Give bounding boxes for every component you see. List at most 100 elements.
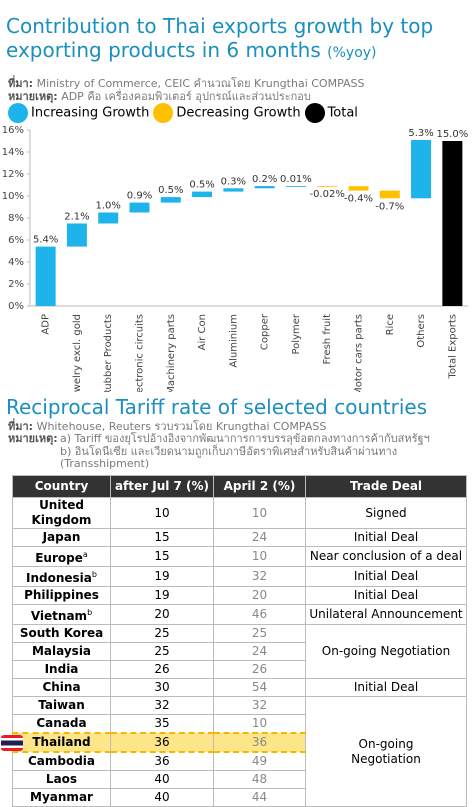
trade-deal: Initial Deal: [305, 566, 467, 587]
country-cell: Canada: [12, 714, 111, 734]
country: Indonesia: [26, 571, 92, 585]
country: Malaysia: [31, 644, 92, 658]
country: Canada: [36, 716, 87, 730]
rate-april: 24: [213, 642, 306, 661]
rate-april: 10: [213, 714, 306, 734]
x-tick-label: Motor cars parts: [354, 314, 365, 392]
country: China: [42, 680, 81, 694]
rate-april: 10: [213, 546, 306, 567]
y-tick-label: 16%: [2, 125, 24, 136]
value-label: 0.3%: [221, 176, 246, 187]
rate-april: 20: [213, 586, 306, 605]
column-header: April 2 (%): [213, 475, 306, 498]
country: Myanmar: [30, 790, 93, 804]
country: United Kingdom: [31, 498, 92, 527]
country: India: [44, 662, 79, 676]
rate-after: 40: [110, 788, 214, 807]
rate-april: 24: [213, 528, 306, 547]
chart-title-block: Contribution to Thai exports growth by t…: [6, 14, 474, 65]
bar: [66, 223, 87, 247]
legend-item: Decreasing Growth: [153, 103, 301, 123]
footnote-mark: b: [91, 570, 97, 579]
footnote-mark: b: [87, 608, 93, 617]
bar: [348, 186, 369, 191]
value-label: 1.0%: [96, 201, 121, 212]
value-label: 5.4%: [33, 235, 58, 246]
value-label: 0.9%: [127, 191, 152, 202]
note-label: หมายเหตุ:: [8, 90, 58, 103]
rate-after: 15: [110, 528, 214, 547]
country: Cambodia: [27, 754, 96, 768]
rate-after: 35: [110, 714, 214, 734]
bar: [192, 191, 213, 198]
table-row: China 30 54 Initial Deal: [12, 678, 467, 697]
y-tick-label: 10%: [2, 191, 24, 202]
source-line: ที่มา: Ministry of Commerce, CEIC คำนวณโ…: [8, 78, 365, 90]
country: South Korea: [19, 626, 104, 640]
rate-april: 54: [213, 678, 306, 697]
y-tick-label: 14%: [2, 147, 24, 158]
legend-label: Decreasing Growth: [176, 105, 301, 121]
trade-deal: On-going Negotiation: [305, 696, 467, 807]
trade-deal: Initial Deal: [305, 678, 467, 697]
rate-april: 46: [213, 604, 306, 625]
x-tick-label: Aluminium: [228, 314, 239, 368]
table-row: Europea 15 10 Near conclusion of a deal: [12, 546, 467, 567]
x-tick-label: Fresh fruit: [322, 314, 333, 365]
source: Ministry of Commerce, CEIC คำนวณโดย Krun…: [36, 77, 365, 90]
country: Philippines: [24, 588, 99, 602]
country: Vietnam: [30, 609, 88, 623]
bar: [285, 185, 306, 187]
value-label: 0.5%: [158, 185, 183, 196]
legend-item: Increasing Growth: [8, 103, 149, 123]
x-tick-label: ADP: [41, 314, 52, 335]
chart: 0% 2% 4% 6% 8% 10% 12% 14% 16% 5.4% ADP 2.1% Jewelry…: [2, 125, 468, 392]
bar: [98, 212, 119, 224]
column-header: Trade Deal: [305, 475, 467, 498]
value-label: -0.7%: [375, 201, 404, 212]
x-tick-label: Rice: [385, 314, 396, 335]
trade-deal: Unilateral Announcement: [305, 604, 467, 625]
x-tick-label: Total Exports: [447, 314, 458, 379]
legend-swatch: [304, 103, 325, 123]
rate-after: 26: [110, 660, 214, 679]
country-cell: Cambodia: [12, 751, 111, 771]
table-row: United Kingdom 10 10 Signed: [12, 497, 467, 529]
country: Taiwan: [38, 698, 85, 712]
column-header: Country: [12, 475, 111, 498]
bar: [379, 190, 400, 199]
rate-after: 20: [110, 604, 214, 625]
country-cell: Thailand: [12, 732, 111, 753]
country: Japan: [42, 530, 81, 544]
rate-april: 49: [213, 751, 306, 771]
legend: Increasing Growth Decreasing Growth Total: [8, 103, 358, 123]
country-cell: China: [12, 678, 111, 697]
country-cell: Taiwan: [12, 696, 111, 715]
rate-after: 19: [110, 586, 214, 605]
trade-deal: Signed: [305, 497, 467, 529]
y-tick-label: 12%: [2, 169, 24, 180]
rate-april: 44: [213, 788, 306, 807]
table-row: India 26 26: [12, 660, 467, 679]
rate-after: 36: [110, 751, 214, 771]
y-tick-label: 8%: [8, 213, 24, 224]
note-line: หมายเหตุ: ADP คือ เครื่องคอมพิวเตอร์ อุป…: [8, 91, 311, 103]
value-label: -0.02%: [310, 189, 345, 200]
value-label: 0.5%: [189, 180, 214, 191]
country-cell: South Korea: [12, 624, 111, 643]
rate-april: 26: [213, 660, 306, 679]
x-tick-label: Machinery parts: [166, 314, 177, 392]
x-tick-label: Electronic circuits: [135, 314, 146, 392]
x-tick-label: Air Con: [197, 314, 208, 350]
y-tick-label: 6%: [8, 235, 24, 246]
country-cell: Europea: [12, 546, 111, 567]
source-label: ที่มา:: [8, 77, 34, 90]
table-source: Whitehouse, Reuters รวบรวมโดย Krungthai …: [36, 420, 327, 433]
value-label: 2.1%: [64, 212, 89, 223]
bar: [411, 140, 432, 199]
table-row: South Korea 25 25 On-going Negotiation: [12, 624, 467, 679]
footnote-mark: a: [82, 550, 88, 559]
rate-after: 25: [110, 624, 214, 643]
rate-after: 15: [110, 546, 214, 567]
x-tick-label: Others: [416, 314, 427, 348]
